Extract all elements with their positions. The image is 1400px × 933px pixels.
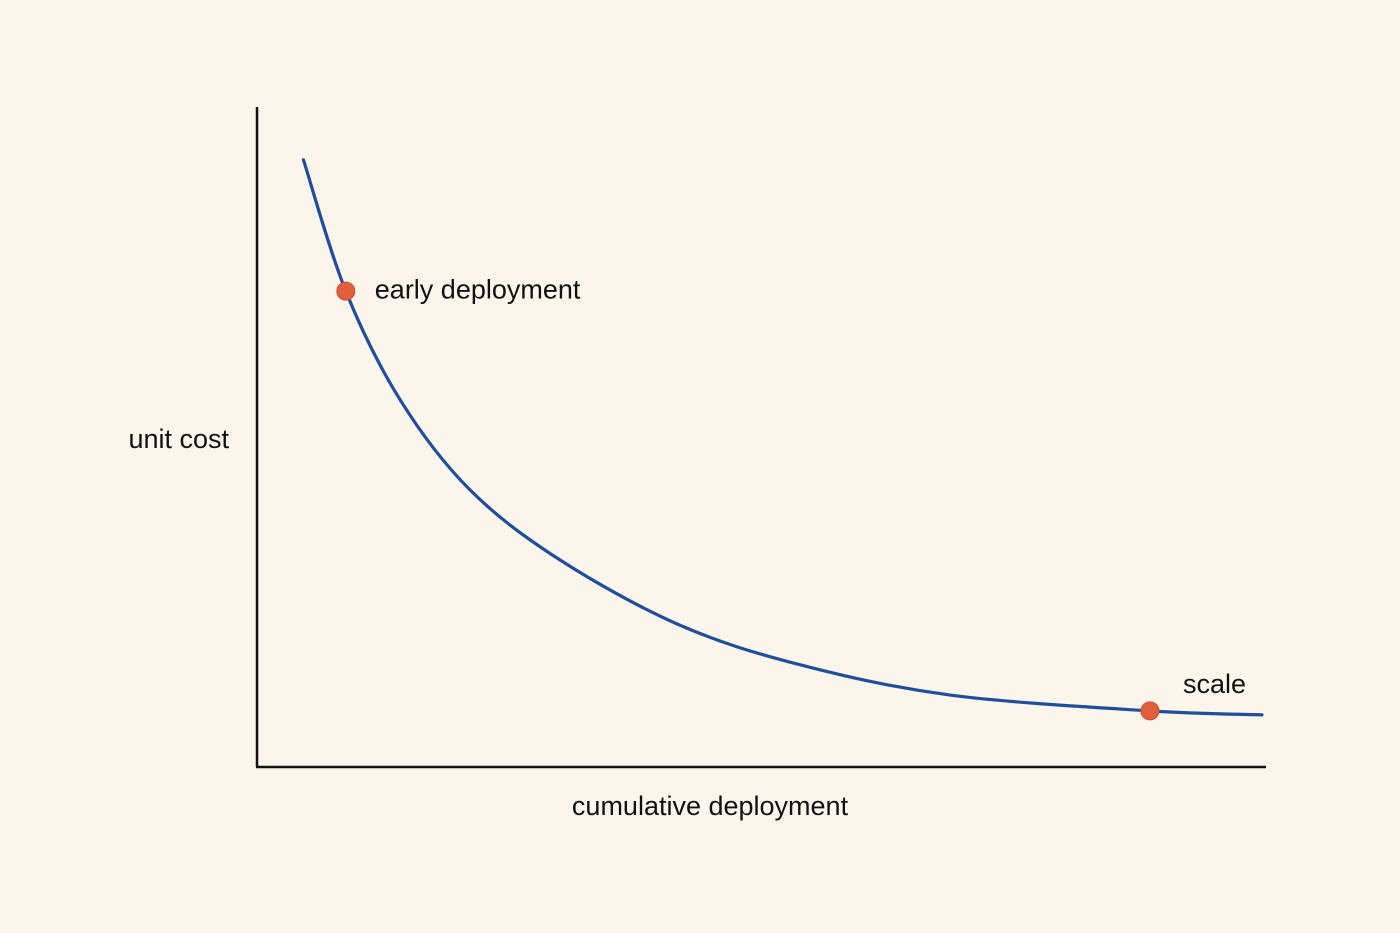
highlight-point (1140, 701, 1160, 721)
x-axis-label: cumulative deployment (572, 791, 849, 821)
curve (301, 158, 1264, 717)
annotation-label: early deployment (375, 274, 581, 304)
annotation-label: scale (1183, 669, 1246, 699)
highlight-point (336, 281, 356, 301)
y-axis-label: unit cost (128, 424, 229, 454)
